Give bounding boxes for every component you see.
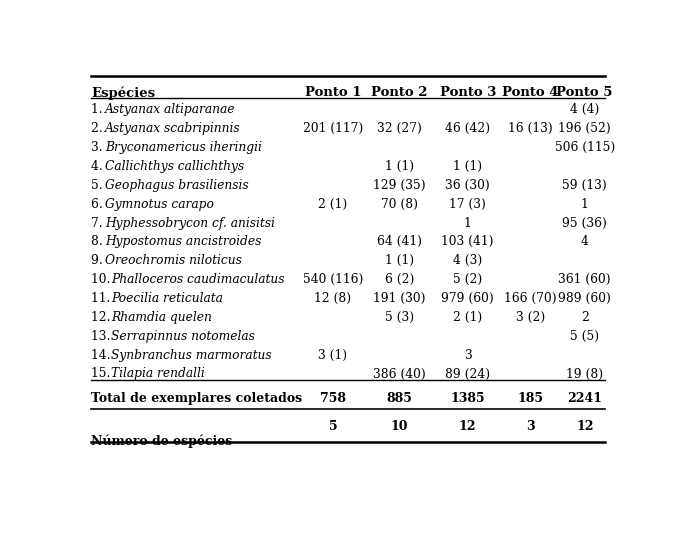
- Text: Phalloceros caudimaculatus: Phalloceros caudimaculatus: [111, 273, 285, 286]
- Text: Ponto 3: Ponto 3: [439, 87, 496, 99]
- Text: 9.: 9.: [91, 254, 107, 268]
- Text: 32 (27): 32 (27): [377, 122, 422, 135]
- Text: 13.: 13.: [91, 329, 114, 343]
- Text: 5.: 5.: [91, 179, 107, 192]
- Text: Hyphessobrycon cf. anisitsi: Hyphessobrycon cf. anisitsi: [105, 217, 275, 230]
- Text: 2: 2: [581, 311, 589, 324]
- Text: 1.: 1.: [91, 104, 107, 116]
- Text: 19 (8): 19 (8): [566, 367, 604, 380]
- Text: 14.: 14.: [91, 349, 115, 362]
- Text: 12: 12: [459, 420, 477, 433]
- Text: 59 (13): 59 (13): [562, 179, 607, 192]
- Text: Número de espécies: Número de espécies: [91, 434, 232, 447]
- Text: 1: 1: [464, 217, 472, 230]
- Text: 1 (1): 1 (1): [385, 254, 414, 268]
- Text: Ponto 1: Ponto 1: [305, 87, 361, 99]
- Text: 3 (2): 3 (2): [516, 311, 545, 324]
- Text: 5 (5): 5 (5): [570, 329, 600, 343]
- Text: 5 (3): 5 (3): [385, 311, 414, 324]
- Text: Rhamdia quelen: Rhamdia quelen: [111, 311, 212, 324]
- Text: 12 (8): 12 (8): [314, 292, 352, 305]
- Text: 4.: 4.: [91, 160, 107, 173]
- Text: 36 (30): 36 (30): [445, 179, 490, 192]
- Text: 15.: 15.: [91, 367, 114, 380]
- Text: 191 (30): 191 (30): [373, 292, 426, 305]
- Text: 64 (41): 64 (41): [377, 235, 422, 248]
- Text: Gymnotus carapo: Gymnotus carapo: [105, 198, 214, 211]
- Text: Astyanax scabripinnis: Astyanax scabripinnis: [105, 122, 240, 135]
- Text: 506 (115): 506 (115): [555, 141, 615, 154]
- Text: 885: 885: [386, 392, 412, 405]
- Text: 6.: 6.: [91, 198, 107, 211]
- Text: 3.: 3.: [91, 141, 107, 154]
- Text: 1 (1): 1 (1): [453, 160, 482, 173]
- Text: 758: 758: [320, 392, 346, 405]
- Text: 2.: 2.: [91, 122, 107, 135]
- Text: 46 (42): 46 (42): [445, 122, 490, 135]
- Text: Bryconamericus iheringii: Bryconamericus iheringii: [105, 141, 262, 154]
- Text: 10.: 10.: [91, 273, 114, 286]
- Text: 1: 1: [581, 198, 589, 211]
- Text: Total de exemplares coletados: Total de exemplares coletados: [91, 392, 302, 405]
- Text: Ponto 5: Ponto 5: [557, 87, 613, 99]
- Text: 201 (117): 201 (117): [303, 122, 363, 135]
- Text: 2 (1): 2 (1): [318, 198, 348, 211]
- Text: 3 (1): 3 (1): [318, 349, 348, 362]
- Text: 979 (60): 979 (60): [441, 292, 494, 305]
- Text: Oreochromis niloticus: Oreochromis niloticus: [105, 254, 242, 268]
- Text: 4 (4): 4 (4): [570, 104, 600, 116]
- Text: 89 (24): 89 (24): [445, 367, 490, 380]
- Text: 2 (1): 2 (1): [453, 311, 482, 324]
- Text: 5 (2): 5 (2): [453, 273, 482, 286]
- Text: 196 (52): 196 (52): [558, 122, 611, 135]
- Text: 7.: 7.: [91, 217, 107, 230]
- Text: 1 (1): 1 (1): [385, 160, 414, 173]
- Text: 17 (3): 17 (3): [449, 198, 486, 211]
- Text: 166 (70): 166 (70): [504, 292, 557, 305]
- Text: Poecilia reticulata: Poecilia reticulata: [111, 292, 223, 305]
- Text: 103 (41): 103 (41): [441, 235, 494, 248]
- Text: Serrapinnus notomelas: Serrapinnus notomelas: [111, 329, 255, 343]
- Text: 8.: 8.: [91, 235, 107, 248]
- Text: 4 (3): 4 (3): [453, 254, 482, 268]
- Text: 12: 12: [576, 420, 593, 433]
- Text: Espécies: Espécies: [91, 87, 155, 100]
- Text: 540 (116): 540 (116): [303, 273, 363, 286]
- Text: 3: 3: [464, 349, 472, 362]
- Text: Synbranchus marmoratus: Synbranchus marmoratus: [111, 349, 272, 362]
- Text: 185: 185: [517, 392, 543, 405]
- Text: 5: 5: [329, 420, 337, 433]
- Text: 11.: 11.: [91, 292, 114, 305]
- Text: Callichthys callichthys: Callichthys callichthys: [105, 160, 244, 173]
- Text: Astyanax altiparanae: Astyanax altiparanae: [105, 104, 236, 116]
- Text: 10: 10: [391, 420, 408, 433]
- Text: Ponto 2: Ponto 2: [371, 87, 428, 99]
- Text: 12.: 12.: [91, 311, 115, 324]
- Text: 16 (13): 16 (13): [508, 122, 553, 135]
- Text: 70 (8): 70 (8): [381, 198, 418, 211]
- Text: 4: 4: [581, 235, 589, 248]
- Text: Hypostomus ancistroides: Hypostomus ancistroides: [105, 235, 261, 248]
- Text: Geophagus brasiliensis: Geophagus brasiliensis: [105, 179, 249, 192]
- Text: 3: 3: [526, 420, 535, 433]
- Text: 989 (60): 989 (60): [558, 292, 611, 305]
- Text: 95 (36): 95 (36): [562, 217, 607, 230]
- Text: 1385: 1385: [450, 392, 485, 405]
- Text: Tilapia rendalli: Tilapia rendalli: [111, 367, 205, 380]
- Text: 386 (40): 386 (40): [373, 367, 426, 380]
- Text: Ponto 4: Ponto 4: [502, 87, 559, 99]
- Text: 361 (60): 361 (60): [558, 273, 611, 286]
- Text: 2241: 2241: [567, 392, 602, 405]
- Text: 129 (35): 129 (35): [373, 179, 426, 192]
- Text: 6 (2): 6 (2): [385, 273, 414, 286]
